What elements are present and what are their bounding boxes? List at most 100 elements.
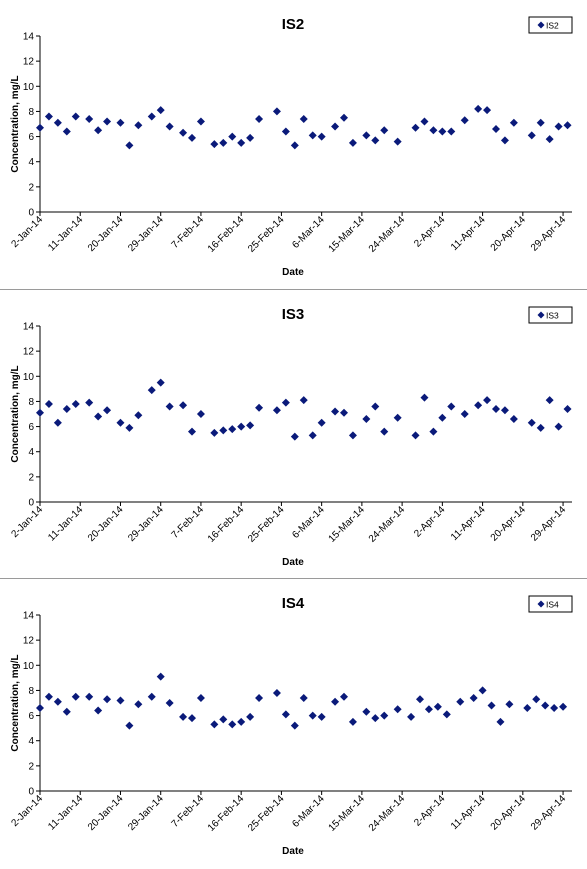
x-tick-label: 29-Jan-14 bbox=[126, 793, 166, 833]
x-tick-label: 24-Mar-14 bbox=[367, 793, 408, 834]
data-point bbox=[44, 692, 53, 701]
chart-divider bbox=[0, 289, 587, 290]
data-point bbox=[559, 702, 568, 711]
data-point bbox=[340, 113, 348, 122]
y-tick-label: 8 bbox=[28, 397, 34, 408]
data-point bbox=[116, 118, 125, 127]
data-point bbox=[380, 427, 389, 436]
data-point bbox=[36, 408, 44, 417]
chart-title: IS2 bbox=[282, 16, 305, 33]
data-point bbox=[317, 712, 326, 721]
data-point bbox=[281, 398, 290, 407]
y-tick-label: 4 bbox=[28, 736, 34, 747]
legend-box bbox=[528, 16, 573, 34]
y-tick-label: 10 bbox=[23, 372, 35, 383]
x-tick-label: 20-Apr-14 bbox=[489, 793, 529, 833]
data-point bbox=[340, 408, 348, 417]
data-point bbox=[156, 672, 165, 681]
data-point bbox=[116, 696, 125, 705]
data-point bbox=[474, 104, 483, 113]
data-point bbox=[272, 107, 281, 116]
data-point bbox=[94, 412, 103, 421]
data-point bbox=[509, 118, 518, 127]
data-point bbox=[210, 720, 219, 729]
legend-marker bbox=[537, 311, 545, 319]
data-point bbox=[393, 413, 402, 422]
legend-label: IS3 bbox=[546, 311, 559, 321]
data-point bbox=[478, 686, 487, 695]
data-point bbox=[299, 396, 308, 405]
y-tick-label: 2 bbox=[28, 472, 34, 483]
data-point bbox=[348, 431, 357, 440]
y-tick-label: 8 bbox=[28, 107, 34, 118]
data-point bbox=[85, 114, 94, 123]
data-point bbox=[147, 112, 156, 121]
y-tick-label: 12 bbox=[23, 57, 35, 68]
data-point bbox=[134, 700, 143, 709]
data-point bbox=[156, 106, 165, 115]
data-point bbox=[469, 693, 478, 702]
x-tick-label: 25-Feb-14 bbox=[246, 793, 287, 834]
data-point bbox=[348, 717, 357, 726]
x-tick-label: 16-Feb-14 bbox=[206, 793, 247, 834]
data-point bbox=[331, 407, 340, 416]
data-point bbox=[188, 427, 196, 436]
data-point bbox=[299, 114, 308, 123]
data-point bbox=[492, 404, 500, 413]
x-tick-label: 2-Apr-14 bbox=[412, 214, 448, 250]
data-point bbox=[228, 132, 237, 141]
data-point bbox=[500, 136, 509, 145]
data-point bbox=[272, 688, 281, 697]
data-point bbox=[532, 695, 541, 704]
y-axis-title: Concentration, mg/L bbox=[10, 654, 21, 751]
data-point bbox=[246, 133, 255, 142]
data-point bbox=[196, 117, 205, 126]
data-point bbox=[53, 118, 62, 127]
data-point bbox=[210, 140, 219, 149]
data-point bbox=[447, 127, 456, 136]
x-tick-label: 2-Jan-14 bbox=[9, 793, 45, 829]
data-point bbox=[438, 127, 447, 136]
y-tick-label: 14 bbox=[23, 611, 35, 622]
data-point bbox=[196, 410, 205, 418]
data-point bbox=[36, 704, 44, 713]
data-point bbox=[536, 118, 545, 127]
chart-is2: IS2 0 2 4 6 8 10 12 14 2-Jan-14 11-Jan-14 20-Jan-14… bbox=[9, 16, 573, 278]
data-point bbox=[371, 136, 380, 145]
x-tick-label: 29-Jan-14 bbox=[126, 214, 166, 254]
data-point bbox=[103, 406, 112, 415]
y-tick-label: 12 bbox=[23, 636, 35, 647]
data-point bbox=[134, 411, 143, 420]
y-tick-label: 12 bbox=[23, 347, 35, 358]
data-point bbox=[219, 426, 228, 435]
data-point bbox=[411, 431, 420, 440]
data-point bbox=[179, 401, 188, 410]
y-tick-label: 14 bbox=[23, 32, 35, 43]
data-point bbox=[348, 138, 357, 147]
data-point bbox=[94, 126, 103, 135]
data-point bbox=[125, 721, 134, 730]
y-axis-title: Concentration, mg/L bbox=[10, 75, 21, 172]
x-tick-label: 29-Apr-14 bbox=[529, 793, 569, 833]
data-point bbox=[424, 705, 433, 714]
data-point bbox=[44, 112, 53, 121]
data-point bbox=[290, 432, 299, 441]
data-point bbox=[317, 418, 326, 427]
data-point bbox=[371, 402, 380, 411]
x-tick-label: 2-Jan-14 bbox=[9, 214, 45, 250]
x-tick-label: 2-Jan-14 bbox=[9, 504, 45, 540]
data-point bbox=[308, 431, 317, 440]
data-point bbox=[308, 711, 317, 720]
x-tick-label: 7-Feb-14 bbox=[170, 793, 207, 830]
x-tick-label: 25-Feb-14 bbox=[246, 214, 287, 255]
data-point bbox=[460, 410, 469, 418]
y-tick-label: 8 bbox=[28, 686, 34, 697]
data-point bbox=[420, 117, 429, 126]
data-point bbox=[541, 701, 550, 710]
data-point bbox=[281, 127, 290, 136]
x-tick-label: 6-Mar-14 bbox=[290, 504, 327, 541]
legend-marker bbox=[537, 600, 545, 608]
data-point bbox=[527, 131, 536, 140]
data-point bbox=[125, 423, 134, 432]
data-point bbox=[523, 704, 532, 713]
